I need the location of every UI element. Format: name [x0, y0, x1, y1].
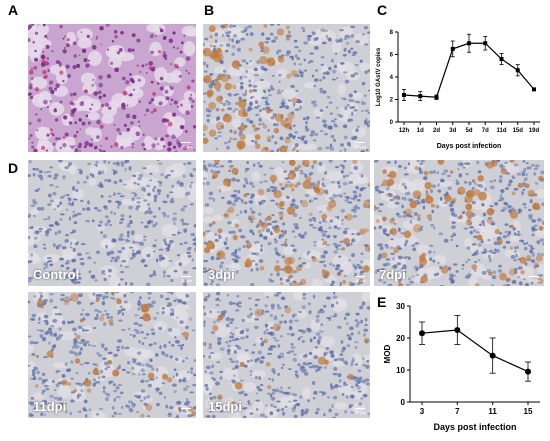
x-tick-label: 1d — [417, 128, 424, 134]
x-tick-label: 7 — [455, 407, 460, 416]
panel-label-control: Control — [33, 267, 80, 282]
scale-label: 20 µm — [354, 410, 366, 415]
scale-label: 20 µm — [354, 278, 366, 283]
data-point — [532, 87, 536, 92]
scale-bar — [355, 276, 365, 277]
y-tick-label: 0 — [390, 120, 394, 126]
y-tick-label: 8 — [390, 30, 394, 36]
x-tick-label: 3 — [420, 407, 425, 416]
label-e: E — [377, 294, 387, 310]
x-tick-label: 5d — [465, 128, 472, 134]
scale-label: 20 µm — [354, 144, 366, 149]
panel-label-3dpi: 3dpi — [208, 267, 235, 282]
scale-bar — [355, 142, 365, 143]
label-d: D — [8, 160, 19, 176]
panel-label-11dpi: 11dpi — [33, 399, 67, 414]
x-tick-label: 3d — [449, 128, 456, 134]
x-tick-label: 11 — [488, 407, 497, 416]
panel-d-7dpi-image: 7dpi 20 µm — [374, 160, 544, 286]
label-a: A — [8, 2, 19, 18]
data-point — [418, 94, 423, 99]
y-tick-label: 20 — [396, 334, 405, 343]
data-point — [483, 41, 488, 46]
y-axis-label: Log10 GAstV copies — [376, 47, 382, 106]
y-axis-label: MOD — [383, 344, 392, 363]
y-tick-label: 0 — [401, 398, 406, 407]
data-point — [402, 93, 406, 97]
y-tick-label: 2 — [390, 98, 394, 104]
label-b: B — [204, 2, 215, 18]
chart-e: 0 10 20 30 3 7 11 15 MOD Days post infection — [383, 302, 540, 432]
panel-d-11dpi-image: 11dpi 20 µm — [28, 292, 196, 418]
scale-label: 20 µm — [528, 278, 540, 283]
scale-bar — [529, 276, 539, 277]
data-point — [489, 352, 496, 359]
x-tick-label: 2d — [433, 128, 440, 134]
x-tick-label: 15d — [513, 128, 524, 134]
x-tick-label: 15 — [524, 407, 533, 416]
x-tick-label: 12h — [399, 128, 410, 134]
y-tick-label: 10 — [396, 366, 405, 375]
panel-d-15dpi-image: 15dpi 20 µm — [203, 292, 370, 418]
panel-d-control-image: Control 20 µm — [28, 160, 196, 286]
data-point — [419, 330, 425, 337]
scale-label: 20 µm — [180, 410, 192, 415]
data-point — [450, 46, 455, 51]
panel-b-ihc-image: 20 µm — [203, 24, 370, 152]
scale-bar — [181, 142, 191, 143]
x-tick-label: 11d — [496, 128, 506, 134]
data-point — [434, 95, 439, 100]
y-tick-label: 6 — [390, 53, 394, 59]
scale-bar — [355, 408, 365, 409]
panel-label-7dpi: 7dpi — [379, 267, 406, 282]
x-axis-label: Days post infection — [433, 422, 516, 432]
x-tick-label: 19d — [529, 128, 540, 134]
scale-bar — [181, 276, 191, 277]
y-tick-label: 30 — [396, 302, 405, 311]
panel-a-he-image: 20 µm — [28, 24, 196, 152]
scale-label: 20 µm — [180, 144, 192, 149]
panel-d-3dpi-image: 3dpi 20 µm — [203, 160, 370, 286]
x-tick-label: 7d — [482, 128, 489, 134]
scale-bar — [181, 408, 191, 409]
scale-label: 20 µm — [180, 278, 192, 283]
data-point — [467, 41, 471, 46]
series-line — [421, 329, 529, 373]
data-point — [515, 68, 520, 73]
data-point — [454, 327, 461, 333]
panel-label-15dpi: 15dpi — [208, 399, 242, 414]
y-tick-label: 4 — [390, 75, 394, 81]
data-point — [499, 57, 504, 61]
chart-c: 0 2 4 6 8 12h 1d 2d 3d 5d 7d 11d 15d 19d Log10 GAstV c… — [376, 30, 540, 150]
x-axis-label: Days post infection — [437, 143, 502, 150]
data-point — [525, 368, 531, 375]
label-c: C — [377, 2, 388, 18]
